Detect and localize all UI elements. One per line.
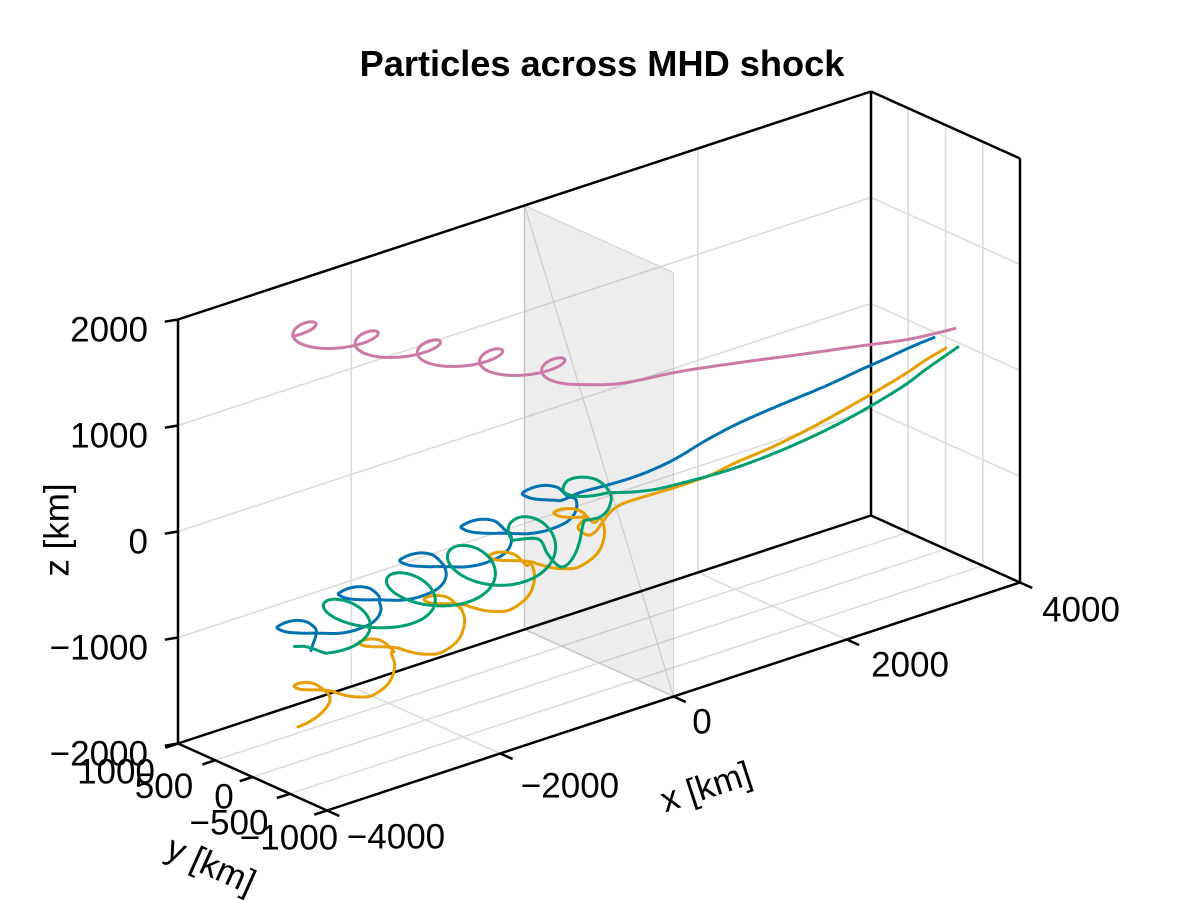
svg-text:−2000: −2000 xyxy=(50,735,148,774)
svg-text:1000: 1000 xyxy=(70,417,148,456)
svg-text:−2000: −2000 xyxy=(521,767,619,806)
svg-text:1000: 1000 xyxy=(77,753,155,792)
svg-text:500: 500 xyxy=(135,767,193,806)
svg-text:0: 0 xyxy=(214,778,233,817)
svg-text:2000: 2000 xyxy=(871,646,949,685)
svg-text:0: 0 xyxy=(692,703,711,742)
svg-text:Particles across MHD shock: Particles across MHD shock xyxy=(360,43,846,84)
svg-text:−500: −500 xyxy=(190,804,269,843)
svg-text:0: 0 xyxy=(129,523,148,562)
svg-text:z [km]: z [km] xyxy=(38,483,77,576)
svg-text:2000: 2000 xyxy=(70,311,148,350)
svg-text:−4000: −4000 xyxy=(347,818,445,857)
svg-text:4000: 4000 xyxy=(1042,591,1120,630)
svg-text:−1000: −1000 xyxy=(50,629,148,668)
svg-text:−1000: −1000 xyxy=(240,819,338,858)
